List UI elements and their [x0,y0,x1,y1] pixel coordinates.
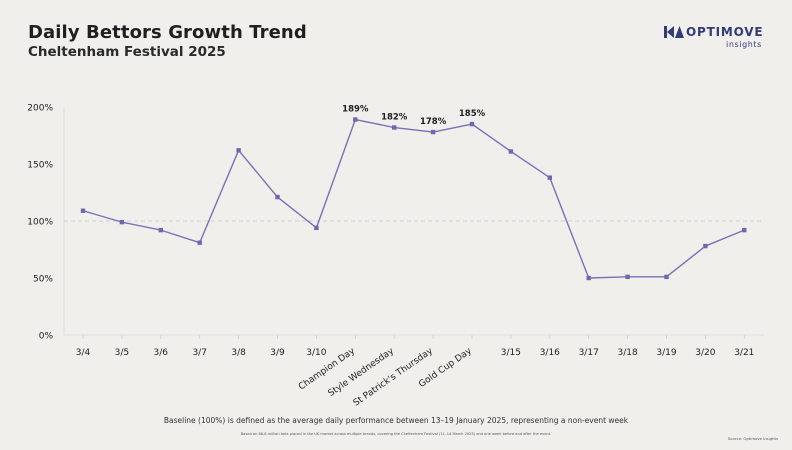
data-point-marker [586,275,591,281]
optimove-logo-icon [664,26,684,38]
x-tick-label: Style Wednesday [327,346,397,399]
x-tick-label: 3/18 [617,348,637,358]
data-point-marker [275,194,280,200]
data-point-marker [430,129,436,135]
x-tick-label: 3/16 [540,348,560,358]
data-point-marker [547,175,552,180]
x-tick-label: 3/17 [579,348,599,358]
y-tick-label: 100% [27,218,53,228]
data-point-marker [353,117,358,122]
y-tick-label: 200% [27,104,53,114]
x-tick-label: 3/8 [231,348,246,358]
x-tick-label: 3/19 [656,348,676,358]
data-point-marker [119,219,125,225]
y-tick-label: 150% [27,161,53,171]
data-point-marker [80,208,86,213]
data-label: 185% [459,109,486,119]
chart-title: Daily Bettors Growth Trend [28,22,307,43]
data-label: 178% [420,117,447,127]
y-tick-label: 50% [33,275,53,285]
baseline-note: Baseline (100%) is defined as the averag… [163,416,629,425]
brand-sub: insights [726,40,762,49]
brand-name: OPTIMOVE [686,25,764,39]
data-point-marker [742,227,747,233]
source-note: Source: Optimove Insights [727,436,778,441]
x-tick-label: 3/7 [192,348,206,358]
series-line [82,118,745,279]
data-point-marker [236,148,241,153]
data-point-marker [197,240,202,245]
x-tick-label: 3/5 [115,348,129,358]
data-label: 189% [342,105,369,115]
x-tick-label: 3/9 [270,348,285,358]
series-group [64,117,764,281]
data-point-marker [664,274,669,280]
data-point-marker [314,225,319,231]
x-tick-label: 3/4 [76,348,91,358]
y-tick-label: 0% [39,332,54,342]
x-tick-label: 3/15 [501,348,521,358]
chart-subtitle: Cheltenham Festival 2025 [28,44,226,60]
x-tick-label: 3/6 [154,348,169,358]
x-tick-label: 3/21 [734,348,754,358]
x-tick-label: 3/20 [695,348,715,358]
data-point-marker [158,227,163,233]
data-labels: 189% 182% 178% 185% [342,105,485,128]
footnote: Based on 68.8 million bets placed in the… [240,432,552,436]
x-tick-label: 3/10 [306,348,326,358]
data-point-marker [392,125,397,130]
data-point-marker [625,274,630,280]
brand-logo: OPTIMOVE insights [664,24,774,54]
data-point-marker [508,149,514,154]
data-label: 182% [381,113,408,123]
data-point-marker [703,243,708,249]
data-point-marker [469,121,475,127]
y-axis: 0% 50% 100% 150% 200% [27,104,65,342]
